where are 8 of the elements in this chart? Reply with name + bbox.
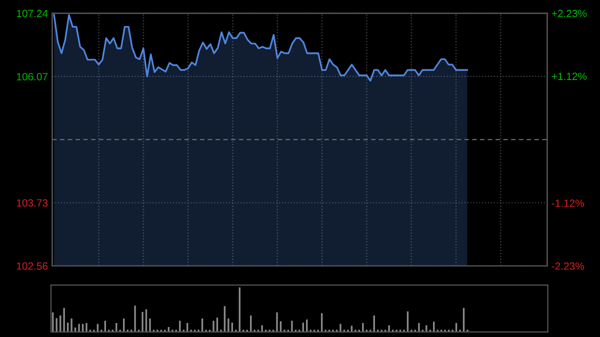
y-tick-label: 107.24 <box>16 10 48 18</box>
y-tick-label: 102.56 <box>16 262 48 270</box>
y2-tick-label: -2.23% <box>552 262 584 270</box>
y-tick-label: 103.73 <box>16 199 48 207</box>
y2-tick-label: +1.12% <box>552 72 587 80</box>
y-tick-label: 106.07 <box>16 72 48 80</box>
y2-tick-label: -1.12% <box>552 200 584 207</box>
y2-tick-label: +2.23% <box>552 10 587 18</box>
